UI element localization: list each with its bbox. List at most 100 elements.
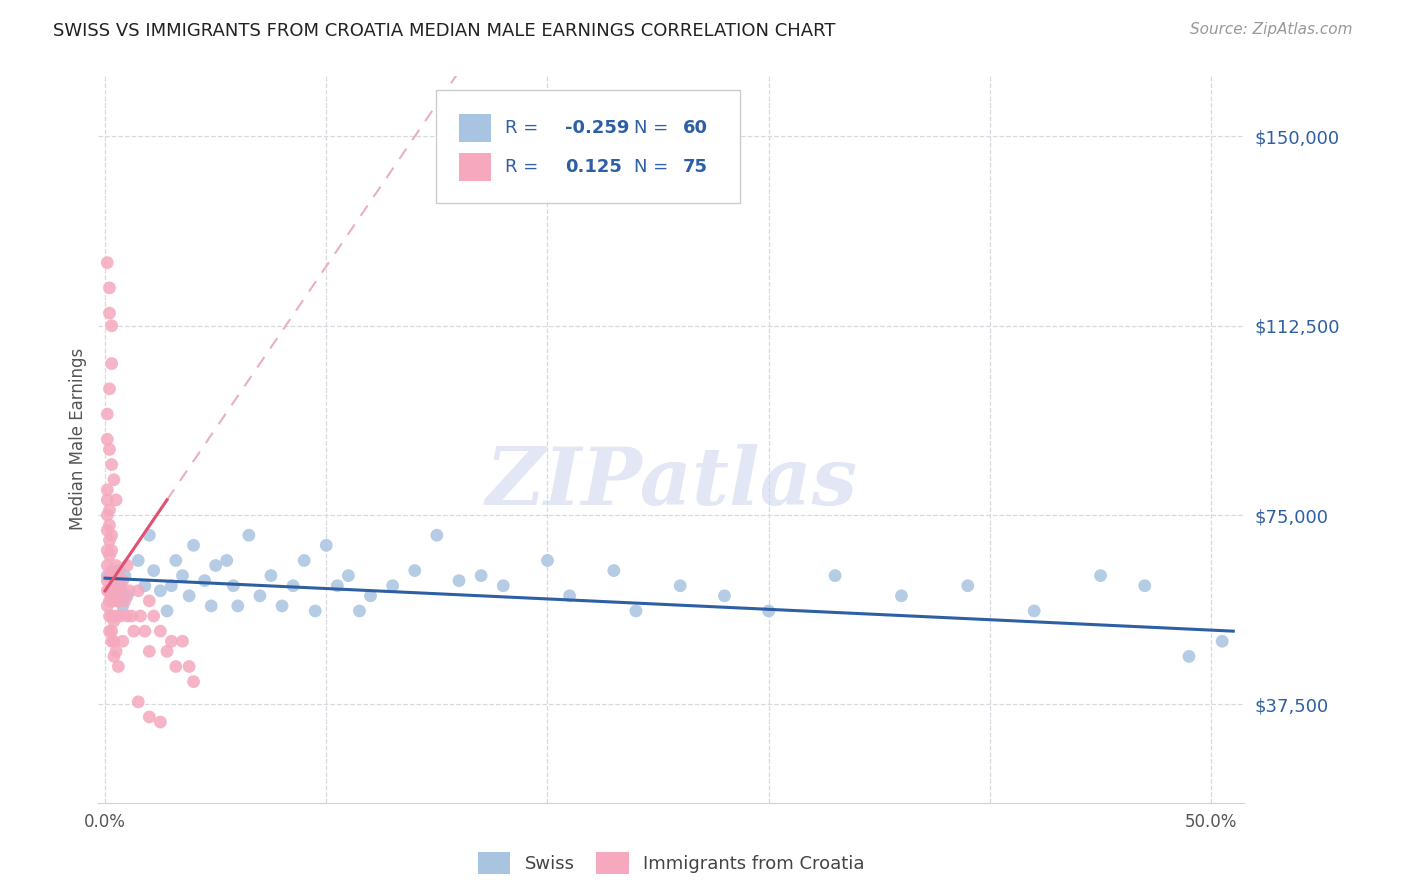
Point [98, 549, 121, 563]
Point [304, 604, 326, 618]
Point [149, 624, 172, 639]
Point [107, 659, 129, 673]
Point [96, 583, 118, 598]
Point [96, 599, 118, 613]
Point [360, 589, 382, 603]
Point [149, 714, 172, 729]
Point [103, 574, 125, 588]
Point [98, 533, 121, 548]
Text: 75: 75 [683, 158, 707, 176]
Point [110, 609, 132, 624]
Point [98, 306, 121, 320]
Text: -0.259: -0.259 [565, 120, 628, 137]
Point [183, 538, 205, 552]
Point [110, 579, 132, 593]
Text: SWISS VS IMMIGRANTS FROM CROATIA MEDIAN MALE EARNINGS CORRELATION CHART: SWISS VS IMMIGRANTS FROM CROATIA MEDIAN … [53, 22, 837, 40]
Point [100, 594, 122, 608]
Point [114, 568, 136, 582]
Point [96, 523, 118, 537]
Point [98, 624, 121, 639]
Point [160, 634, 183, 648]
Point [105, 558, 128, 573]
Point [669, 579, 692, 593]
Point [536, 553, 558, 567]
Point [111, 634, 134, 648]
Point [96, 508, 118, 522]
Point [100, 543, 122, 558]
Point [226, 599, 249, 613]
Point [260, 568, 283, 582]
Point [470, 568, 492, 582]
Point [115, 589, 138, 603]
Point [238, 528, 260, 542]
Point [100, 357, 122, 371]
Point [105, 492, 128, 507]
Point [103, 574, 125, 588]
Point [134, 624, 156, 639]
Point [249, 589, 271, 603]
Point [149, 583, 172, 598]
Point [194, 574, 217, 588]
Point [115, 609, 138, 624]
Point [447, 574, 470, 588]
Point [890, 589, 912, 603]
Point [98, 518, 121, 533]
Point [105, 609, 128, 624]
Point [326, 579, 349, 593]
Point [222, 579, 245, 593]
Point [215, 553, 238, 567]
Point [956, 579, 979, 593]
Point [127, 695, 149, 709]
FancyBboxPatch shape [460, 114, 492, 142]
Point [337, 568, 360, 582]
Point [105, 583, 128, 598]
Point [404, 564, 426, 578]
Point [107, 564, 129, 578]
Point [103, 594, 125, 608]
Text: ZIPatlas: ZIPatlas [485, 444, 858, 522]
Point [200, 599, 222, 613]
Text: R =: R = [505, 120, 544, 137]
Point [96, 574, 118, 588]
Point [426, 528, 449, 542]
Point [1133, 579, 1156, 593]
Point [100, 609, 122, 624]
Point [1211, 634, 1233, 648]
Point [271, 599, 294, 613]
Point [138, 528, 160, 542]
Text: N =: N = [634, 158, 673, 176]
Point [179, 659, 201, 673]
Point [100, 634, 122, 648]
Point [100, 318, 122, 333]
Point [179, 589, 201, 603]
Point [105, 589, 128, 603]
Point [172, 568, 194, 582]
Point [110, 583, 132, 598]
Point [96, 558, 118, 573]
Point [105, 644, 128, 658]
Text: Source: ZipAtlas.com: Source: ZipAtlas.com [1189, 22, 1353, 37]
Point [558, 589, 581, 603]
Point [103, 614, 125, 628]
Point [96, 568, 118, 582]
Point [204, 558, 226, 573]
Point [292, 553, 315, 567]
Point [160, 579, 183, 593]
Point [114, 594, 136, 608]
Point [96, 255, 118, 269]
FancyBboxPatch shape [460, 153, 492, 180]
Point [138, 644, 160, 658]
Point [115, 558, 138, 573]
Point [98, 609, 121, 624]
Point [381, 579, 404, 593]
Text: 0.125: 0.125 [565, 158, 621, 176]
Point [98, 503, 121, 517]
Point [96, 543, 118, 558]
Y-axis label: Median Male Earnings: Median Male Earnings [69, 348, 87, 531]
Point [134, 579, 156, 593]
Point [98, 583, 121, 598]
Point [98, 594, 121, 608]
Point [142, 609, 165, 624]
Point [142, 564, 165, 578]
Point [107, 594, 129, 608]
